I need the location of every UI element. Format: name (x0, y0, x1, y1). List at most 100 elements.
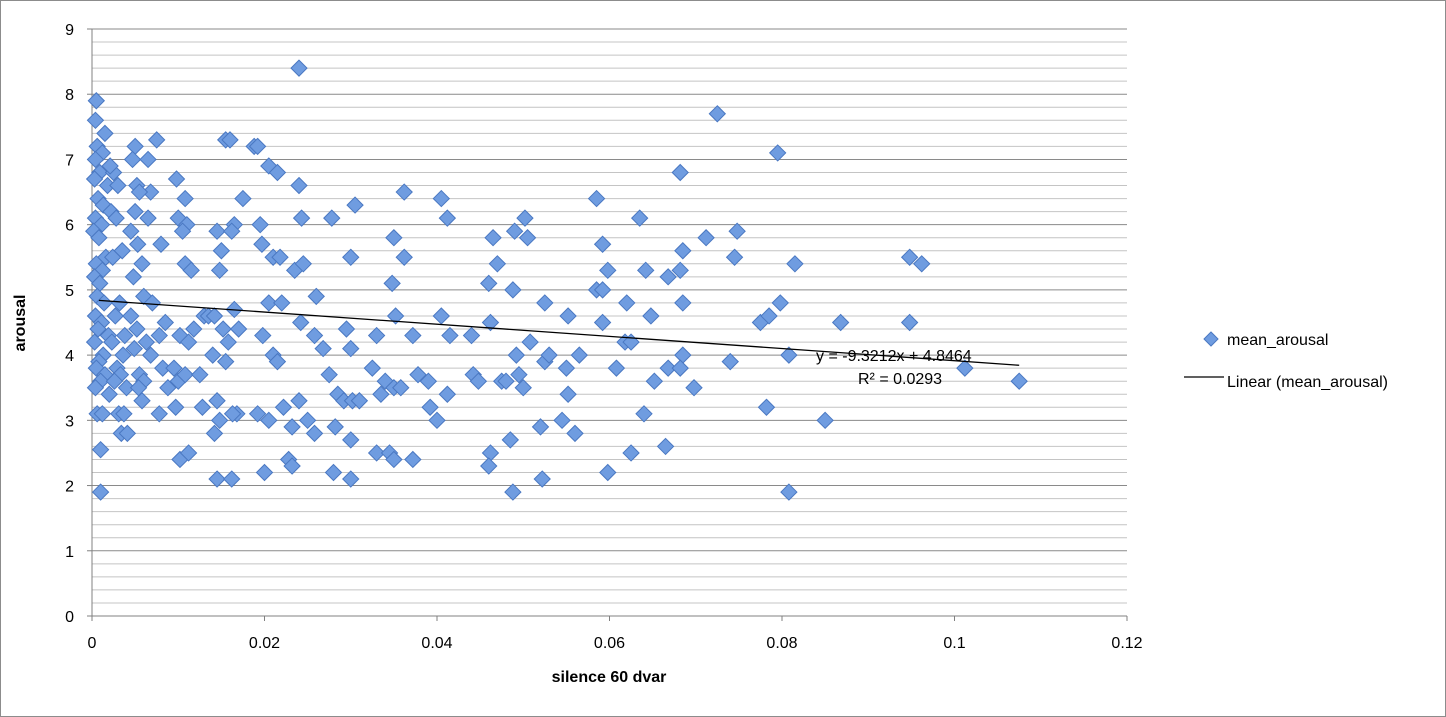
data-point (685, 379, 703, 397)
data-point (409, 365, 427, 384)
data-point (432, 307, 451, 325)
data-point (223, 222, 241, 240)
data-point (166, 398, 185, 416)
tick-labels: 0 1 2 3 4 5 6 7 8 9 0 0.02 0.04 0.06 0.08 0.1 0.12 (65, 22, 1143, 652)
data-point (326, 418, 344, 436)
data-point (210, 261, 229, 280)
data-point (305, 424, 324, 443)
data-point (139, 209, 157, 227)
trendline-r-squared: R² = 0.0293 (858, 371, 942, 388)
data-point (125, 339, 143, 358)
data-point (395, 248, 413, 266)
data-point (208, 470, 226, 488)
data-point (780, 346, 798, 364)
data-point (462, 326, 481, 345)
data-point (86, 379, 105, 397)
data-point (167, 170, 186, 188)
y-tick-label: 0 (65, 609, 74, 626)
data-point (816, 411, 834, 430)
data-point (253, 235, 271, 253)
data-point (273, 294, 291, 312)
data-point (255, 463, 274, 482)
data-point (85, 333, 104, 351)
data-point (143, 294, 162, 312)
data-point (593, 313, 612, 332)
data-point (85, 170, 104, 188)
data-point (96, 124, 114, 143)
data-point (182, 261, 200, 280)
data-point (392, 379, 410, 397)
data-point (117, 379, 136, 397)
data-point (342, 248, 360, 266)
data-point (593, 281, 612, 299)
data-point (106, 307, 124, 325)
data-point (110, 294, 129, 312)
data-point (507, 346, 526, 364)
data-point (395, 183, 413, 201)
data-point (152, 235, 170, 253)
data-point (913, 255, 931, 273)
data-point (674, 294, 692, 312)
data-point (109, 176, 127, 195)
data-point (193, 398, 212, 416)
data-point (419, 372, 438, 390)
data-point (251, 215, 269, 234)
data-point (191, 365, 209, 384)
data-point (268, 163, 287, 182)
data-point (214, 320, 232, 338)
y-tick-label: 3 (65, 413, 74, 430)
data-point (659, 359, 677, 377)
data-point (725, 248, 744, 266)
data-point (87, 359, 106, 377)
y-tick-label: 9 (65, 22, 74, 39)
data-point (671, 261, 689, 280)
data-point (480, 457, 498, 475)
data-point (90, 229, 108, 247)
data-point (481, 313, 500, 332)
data-point (900, 313, 919, 332)
y-tick-label: 5 (65, 283, 74, 300)
data-point (501, 431, 520, 449)
data-point (510, 365, 528, 384)
data-point (481, 444, 500, 462)
data-point (372, 385, 390, 403)
data-point (404, 450, 422, 469)
data-point (95, 294, 113, 312)
data-point (363, 359, 382, 377)
data-point (260, 411, 278, 430)
data-point (635, 405, 653, 423)
data-point (622, 444, 640, 462)
data-point (900, 248, 919, 266)
data-point (956, 359, 974, 377)
trendline-layer (98, 299, 1020, 366)
data-point (674, 242, 692, 260)
data-point (122, 222, 140, 240)
data-point (645, 372, 664, 390)
data-point (205, 424, 224, 443)
data-point (86, 111, 105, 130)
x-tick-label: 0.02 (249, 635, 280, 652)
data-point (342, 431, 360, 449)
legend-marker-mean-arousal (1203, 331, 1219, 347)
data-point (768, 144, 787, 162)
data-point (271, 248, 289, 266)
data-point (557, 359, 576, 377)
data-point (599, 463, 617, 482)
data-point (305, 326, 324, 345)
data-point (179, 333, 198, 351)
data-point (176, 365, 194, 384)
data-point (671, 359, 689, 377)
data-point (114, 346, 132, 364)
data-point (533, 470, 551, 488)
data-point (101, 157, 119, 175)
data-point (208, 392, 226, 410)
data-point (497, 372, 515, 390)
data-point (780, 483, 798, 501)
data-point (350, 392, 369, 410)
data-point (337, 320, 356, 338)
data-point (290, 59, 308, 77)
data-point (367, 326, 386, 345)
data-point (165, 359, 183, 377)
data-point (176, 189, 194, 208)
